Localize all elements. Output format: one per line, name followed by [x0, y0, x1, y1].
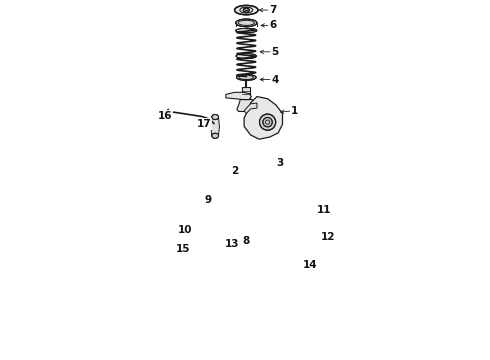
Ellipse shape [212, 133, 219, 138]
Polygon shape [226, 92, 251, 100]
Text: 4: 4 [271, 75, 278, 85]
Ellipse shape [260, 114, 276, 130]
Text: 16: 16 [158, 111, 172, 121]
Ellipse shape [212, 114, 219, 120]
Ellipse shape [307, 229, 319, 237]
Ellipse shape [217, 175, 227, 184]
Polygon shape [211, 118, 220, 135]
Ellipse shape [301, 210, 313, 218]
Text: 3: 3 [277, 158, 284, 168]
Text: 17: 17 [196, 119, 211, 129]
Ellipse shape [236, 19, 257, 27]
Ellipse shape [263, 117, 272, 127]
Polygon shape [198, 254, 209, 264]
Polygon shape [214, 256, 225, 267]
Ellipse shape [266, 159, 275, 166]
Polygon shape [211, 175, 226, 186]
Ellipse shape [244, 8, 249, 12]
Polygon shape [244, 103, 257, 114]
Ellipse shape [195, 210, 205, 217]
Text: 2: 2 [231, 166, 238, 176]
Ellipse shape [235, 5, 258, 15]
Ellipse shape [237, 75, 256, 80]
Text: 8: 8 [243, 237, 250, 247]
Ellipse shape [236, 54, 256, 59]
Polygon shape [291, 247, 310, 260]
Ellipse shape [240, 172, 246, 179]
Text: 1: 1 [291, 105, 298, 116]
Ellipse shape [215, 244, 224, 251]
Polygon shape [237, 100, 256, 112]
Polygon shape [197, 207, 318, 238]
Polygon shape [226, 169, 292, 186]
Polygon shape [243, 87, 250, 103]
Text: 11: 11 [317, 204, 331, 215]
Text: 5: 5 [271, 47, 278, 57]
Text: 7: 7 [269, 5, 276, 15]
Text: 9: 9 [204, 195, 212, 205]
Text: 12: 12 [321, 232, 335, 242]
Polygon shape [244, 96, 283, 139]
Polygon shape [208, 215, 298, 232]
Text: 6: 6 [269, 21, 276, 30]
Text: 14: 14 [303, 260, 318, 270]
Text: 15: 15 [176, 244, 191, 254]
Text: 10: 10 [178, 225, 193, 235]
Ellipse shape [285, 176, 293, 184]
Text: 13: 13 [225, 239, 240, 249]
Ellipse shape [198, 229, 209, 237]
Ellipse shape [216, 197, 225, 203]
Ellipse shape [236, 28, 257, 33]
